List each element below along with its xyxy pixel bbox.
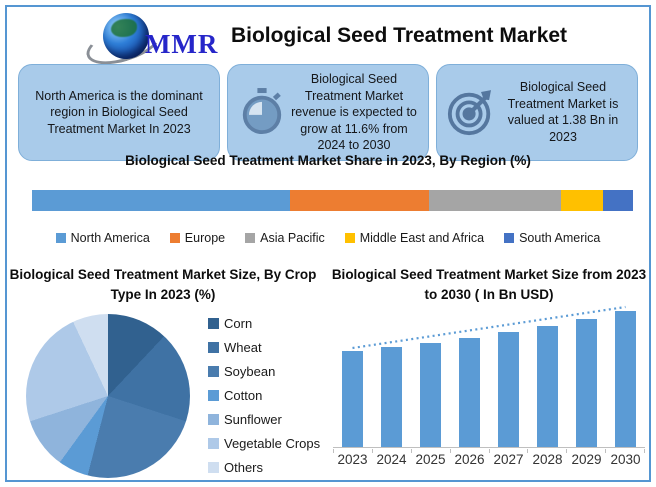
region-segment-south-america xyxy=(602,190,633,211)
bar-column-2027 xyxy=(489,302,528,447)
bar-2029 xyxy=(576,318,597,447)
legend-swatch-icon xyxy=(55,233,66,243)
legend-label: South America xyxy=(519,231,601,245)
legend-label: North America xyxy=(70,231,150,245)
axis-tick xyxy=(490,449,529,453)
pie-legend: Corn Wheat Soybean Cotton Sunflower Vegetable… xyxy=(208,316,320,475)
pie-legend-item-sunflower: Sunflower xyxy=(208,412,320,427)
region-legend-item-south-america: South America xyxy=(504,231,600,245)
region-chart-title: Biological Seed Treatment Market Share i… xyxy=(125,153,531,168)
bar-2028 xyxy=(537,325,558,447)
bar-column-2029 xyxy=(567,302,606,447)
bar-column-2024 xyxy=(372,302,411,447)
axis-tick xyxy=(333,449,373,453)
info-card-text: Biological Seed Treatment Market revenue… xyxy=(291,72,417,152)
region-segment-asia-pacific xyxy=(428,190,561,211)
x-label-2028: 2028 xyxy=(532,452,563,467)
pie-legend-item-others: Others xyxy=(208,460,320,475)
bar-2030 xyxy=(615,311,636,447)
x-label-2027: 2027 xyxy=(493,452,524,467)
legend-swatch-icon xyxy=(208,414,219,425)
legend-swatch-icon xyxy=(208,366,219,377)
legend-label: Europe xyxy=(184,231,226,245)
bar-column-2028 xyxy=(528,302,567,447)
legend-swatch-icon xyxy=(504,233,515,243)
mmr-logo: MMR xyxy=(81,11,219,73)
logo-text: MMR xyxy=(144,29,219,59)
region-stacked-bar xyxy=(32,190,633,211)
legend-swatch-icon xyxy=(208,462,219,473)
pie-legend-item-vegetable-crops: Vegetable Crops xyxy=(208,436,320,451)
bar-column-2023 xyxy=(333,302,372,447)
pie-legend-item-corn: Corn xyxy=(208,316,320,331)
bar-2024 xyxy=(381,347,402,447)
axis-tick xyxy=(412,449,451,453)
legend-label: Corn xyxy=(224,316,253,331)
region-legend-item-middle-east-and-africa: Middle East and Africa xyxy=(344,231,485,245)
legend-label: Asia Pacific xyxy=(260,231,325,245)
info-card-valuation: Biological Seed Treatment Market is valu… xyxy=(436,64,638,161)
bar-2026 xyxy=(459,337,480,447)
bar-2023 xyxy=(342,351,363,447)
bar-column-2026 xyxy=(450,302,489,447)
axis-tick xyxy=(451,449,490,453)
x-label-2025: 2025 xyxy=(415,452,446,467)
pie-legend-item-soybean: Soybean xyxy=(208,364,320,379)
legend-label: Others xyxy=(224,460,264,475)
legend-label: Sunflower xyxy=(224,412,282,427)
x-label-2024: 2024 xyxy=(376,452,407,467)
region-segment-europe xyxy=(290,190,429,211)
x-axis-ticks xyxy=(333,449,645,453)
region-legend-item-europe: Europe xyxy=(169,231,226,245)
legend-label: Middle East and Africa xyxy=(359,231,485,245)
info-card-growth-rate: Biological Seed Treatment Market revenue… xyxy=(227,64,429,161)
legend-swatch-icon xyxy=(208,390,219,401)
pie-legend-item-cotton: Cotton xyxy=(208,388,320,403)
legend-swatch-icon xyxy=(208,318,219,329)
legend-label: Vegetable Crops xyxy=(224,436,321,451)
region-segment-middle-east-and-africa xyxy=(560,190,603,211)
legend-swatch-icon xyxy=(169,233,180,243)
info-card-text: North America is the dominant region in … xyxy=(35,88,203,136)
stopwatch-icon xyxy=(236,84,288,140)
region-segment-north-america xyxy=(32,190,291,211)
region-legend-item-asia-pacific: Asia Pacific xyxy=(245,231,325,245)
region-legend: North America Europe Asia Pacific Middle Ea… xyxy=(0,231,656,245)
bar-column-2030 xyxy=(606,302,645,447)
bar-2027 xyxy=(498,332,519,447)
legend-label: Soybean xyxy=(224,364,276,379)
bar-chart-title: Biological Seed Treatment Market Size fr… xyxy=(331,267,647,302)
bar-column-2025 xyxy=(411,302,450,447)
x-label-2023: 2023 xyxy=(337,452,368,467)
globe-icon xyxy=(102,13,149,59)
x-label-2030: 2030 xyxy=(610,452,641,467)
pie-chart-title: Biological Seed Treatment Market Size, B… xyxy=(9,267,317,302)
axis-tick xyxy=(567,449,607,453)
pie-legend-item-wheat: Wheat xyxy=(208,340,320,355)
info-cards: North America is the dominant region in … xyxy=(18,64,638,161)
bar-2025 xyxy=(420,342,441,447)
axis-tick xyxy=(606,449,645,453)
page-title: Biological Seed Treatment Market xyxy=(230,24,568,47)
x-label-2029: 2029 xyxy=(571,452,602,467)
region-legend-item-north-america: North America xyxy=(55,231,150,245)
axis-tick xyxy=(528,449,568,453)
header: MMR Biological Seed Treatment Market xyxy=(0,10,656,73)
market-size-bar-chart xyxy=(333,302,645,448)
x-label-2026: 2026 xyxy=(454,452,485,467)
crop-type-pie-chart xyxy=(26,314,190,478)
target-icon xyxy=(445,84,497,140)
legend-swatch-icon xyxy=(344,233,355,243)
legend-swatch-icon xyxy=(208,438,219,449)
info-card-dominant-region: North America is the dominant region in … xyxy=(18,64,220,161)
legend-swatch-icon xyxy=(208,342,219,353)
axis-tick xyxy=(373,449,412,453)
legend-label: Wheat xyxy=(224,340,262,355)
legend-label: Cotton xyxy=(224,388,263,403)
legend-swatch-icon xyxy=(245,233,256,243)
x-axis-labels: 2023 2024 2025 2026 2027 2028 2029 2030 xyxy=(333,452,645,467)
info-card-text: Biological Seed Treatment Market is valu… xyxy=(507,80,619,144)
